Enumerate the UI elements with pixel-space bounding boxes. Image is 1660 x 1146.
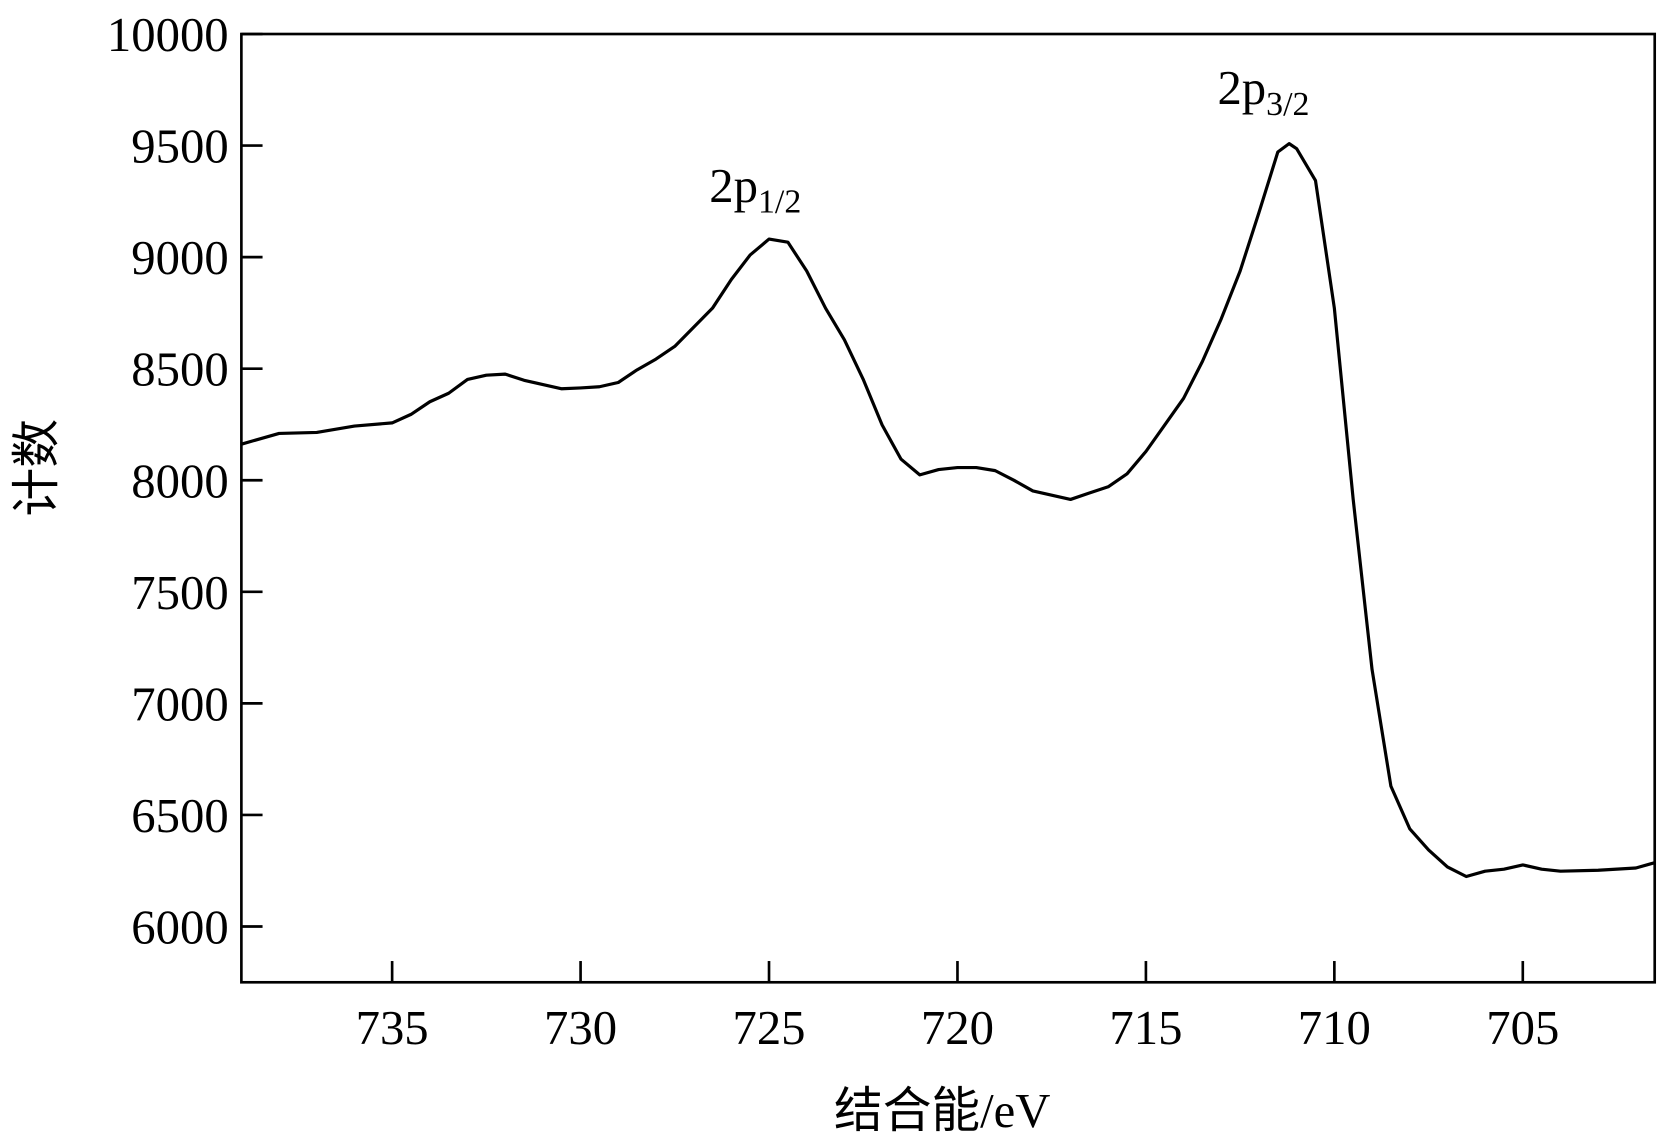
- peak-label: 2p1/2: [709, 159, 801, 221]
- y-tick-label: 7000: [131, 677, 228, 731]
- y-tick-label: 9500: [131, 119, 228, 173]
- x-tick-label: 735: [356, 1001, 429, 1055]
- y-tick-label: 8000: [131, 454, 228, 508]
- x-axis-label: 结合能/eV: [834, 1084, 1050, 1138]
- peak-label-subscript: 3/2: [1266, 86, 1309, 123]
- x-tick-label: 725: [732, 1001, 805, 1055]
- y-tick-label: 6000: [131, 900, 228, 954]
- x-tick-label: 705: [1486, 1001, 1559, 1055]
- peak-label-main: 2p: [1217, 61, 1266, 115]
- spectrum-line: [240, 142, 1656, 879]
- y-tick-label: 10000: [107, 8, 229, 62]
- y-tick-label: 7500: [131, 566, 228, 620]
- x-tick-label: 710: [1298, 1001, 1371, 1055]
- peak-label: 2p3/2: [1217, 61, 1309, 123]
- y-tick-label: 6500: [131, 789, 228, 843]
- y-tick-label: 9000: [131, 231, 228, 285]
- x-tick-label: 730: [544, 1001, 617, 1055]
- plot-frame: [240, 32, 1657, 984]
- y-tick-label: 8500: [131, 343, 228, 397]
- peak-label-subscript: 1/2: [758, 184, 801, 221]
- x-tick-label: 715: [1109, 1001, 1182, 1055]
- y-axis-label: 计数: [10, 419, 64, 517]
- peak-label-main: 2p: [709, 159, 758, 213]
- x-tick-label: 720: [921, 1001, 994, 1055]
